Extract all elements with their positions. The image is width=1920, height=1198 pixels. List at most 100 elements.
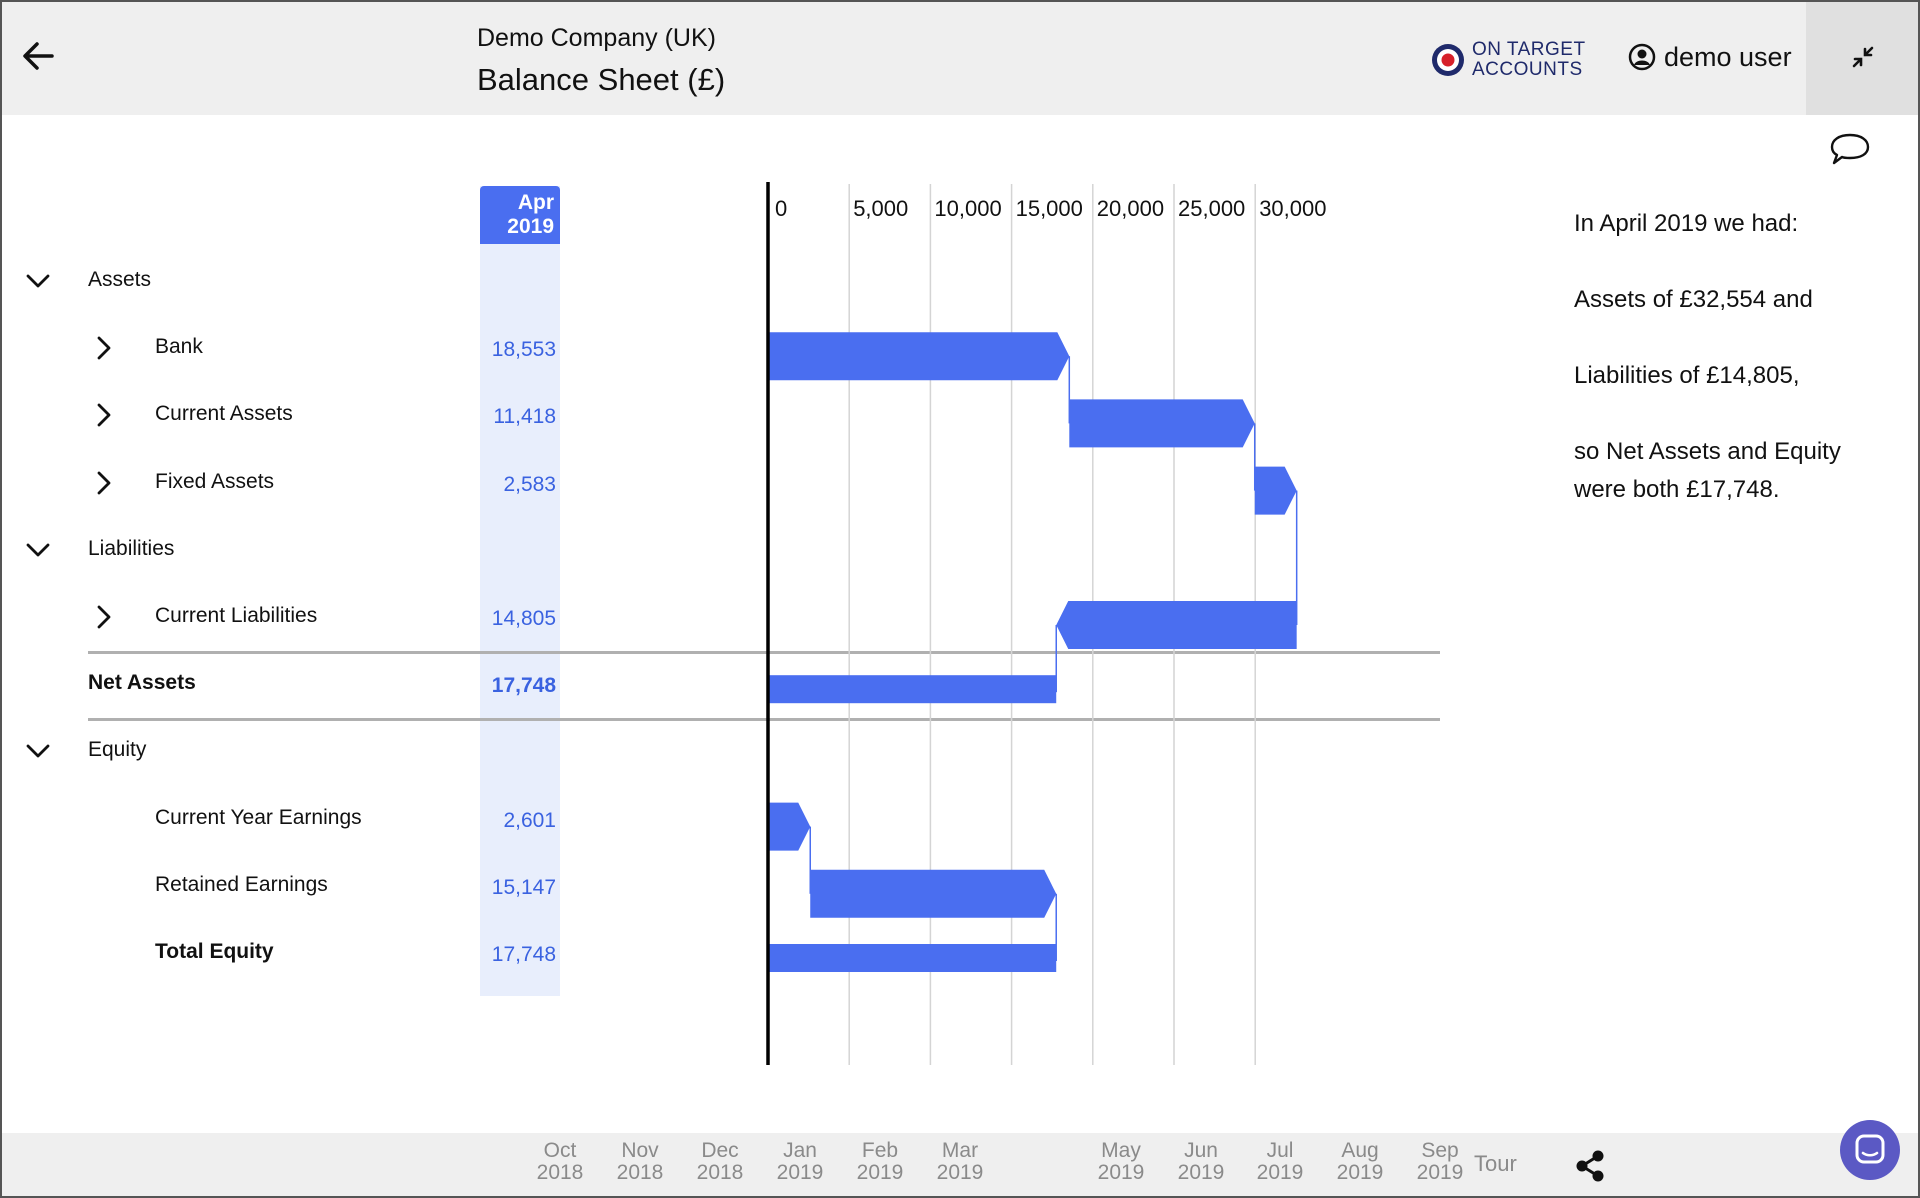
separator-line bbox=[88, 718, 1440, 721]
month-year: 2019 bbox=[1336, 1161, 1384, 1184]
x-tick-label: 0 bbox=[775, 196, 787, 221]
page-title: Balance Sheet (£) bbox=[477, 62, 726, 97]
month-name: Nov bbox=[621, 1139, 659, 1162]
comment-bubble-icon bbox=[1830, 133, 1870, 165]
month-jan-2019[interactable]: Jan 2019 bbox=[770, 1140, 830, 1184]
month-year: 2019 bbox=[1097, 1161, 1145, 1184]
user-name: demo user bbox=[1664, 41, 1792, 72]
month-year: 2019 bbox=[1416, 1161, 1464, 1184]
month-dec-2018[interactable]: Dec 2018 bbox=[690, 1140, 750, 1184]
x-tick-label: 30,000 bbox=[1259, 196, 1326, 221]
row-value-fixed-assets[interactable]: 2,583 bbox=[503, 472, 556, 496]
month-oct-2018[interactable]: Oct 2018 bbox=[530, 1140, 590, 1184]
row-label-liabilities[interactable]: Liabilities bbox=[88, 536, 175, 560]
selected-column-band bbox=[480, 186, 560, 996]
month-feb-2019[interactable]: Feb 2019 bbox=[850, 1140, 910, 1184]
summary-line: Liabilities of £14,805, bbox=[1574, 362, 1800, 389]
bar-current-assets bbox=[1069, 399, 1255, 448]
chevron-right-icon[interactable] bbox=[87, 466, 121, 500]
back-button[interactable] bbox=[18, 36, 58, 76]
target-logo-icon bbox=[1432, 44, 1464, 76]
back-arrow-icon bbox=[23, 42, 54, 70]
row-label-equity[interactable]: Equity bbox=[88, 738, 147, 762]
comment-button[interactable] bbox=[1828, 130, 1872, 170]
collapse-button[interactable] bbox=[1846, 40, 1880, 74]
bar-net-assets bbox=[768, 675, 1057, 704]
month-year: 2019 bbox=[1177, 1161, 1225, 1184]
bar-total-equity bbox=[768, 944, 1057, 972]
x-tick-label: 15,000 bbox=[1016, 196, 1083, 221]
month-year: 2018 bbox=[616, 1161, 664, 1184]
month-name: Dec bbox=[701, 1139, 739, 1162]
month-may-2019[interactable]: May 2019 bbox=[1091, 1140, 1151, 1184]
logo: ON TARGET ACCOUNTS bbox=[1430, 40, 1590, 82]
month-name: Mar bbox=[941, 1139, 979, 1162]
month-year: 2019 bbox=[776, 1161, 824, 1184]
month-nov-2018[interactable]: Nov 2018 bbox=[610, 1140, 670, 1184]
summary-panel: In April 2019 we had: Assets of £32,554 … bbox=[1574, 205, 1894, 509]
summary-line: so Net Assets and Equity were both £17,7… bbox=[1574, 438, 1841, 503]
row-label-fixed-assets[interactable]: Fixed Assets bbox=[155, 469, 275, 493]
logo-line2: ACCOUNTS bbox=[1472, 59, 1583, 80]
chevron-down-icon[interactable] bbox=[21, 734, 55, 768]
row-label-current-year-earnings: Current Year Earnings bbox=[155, 805, 362, 829]
column-header-apr-2019[interactable]: Apr 2019 bbox=[480, 186, 560, 244]
row-label-total-equity: Total Equity bbox=[155, 940, 274, 963]
chevron-right-icon[interactable] bbox=[87, 600, 121, 634]
user-menu[interactable]: demo user bbox=[1628, 40, 1792, 74]
row-label-current-liabilities[interactable]: Current Liabilities bbox=[155, 604, 318, 627]
month-jul-2019[interactable]: Jul 2019 bbox=[1250, 1140, 1310, 1184]
month-name: Feb bbox=[861, 1139, 899, 1162]
chevron-right-icon[interactable] bbox=[87, 398, 121, 432]
row-value-net-assets[interactable]: 17,748 bbox=[491, 674, 556, 698]
row-label-net-assets: Net Assets bbox=[88, 671, 196, 695]
company-name: Demo Company (UK) bbox=[477, 24, 716, 52]
row-value-current-year-earnings[interactable]: 2,601 bbox=[503, 808, 556, 832]
chevron-right-icon[interactable] bbox=[87, 331, 121, 365]
row-label-bank[interactable]: Bank bbox=[155, 335, 203, 359]
row-value-retained-earnings[interactable]: 15,147 bbox=[491, 875, 556, 899]
row-label-current-assets[interactable]: Current Assets bbox=[155, 402, 293, 426]
logo-line1: ON TARGET bbox=[1472, 39, 1586, 60]
month-aug-2019[interactable]: Aug 2019 bbox=[1330, 1140, 1390, 1184]
row-label-assets[interactable]: Assets bbox=[88, 268, 152, 291]
chevron-down-icon[interactable] bbox=[21, 533, 55, 567]
month-year: 2019 bbox=[1256, 1161, 1304, 1184]
column-year: 2019 bbox=[507, 215, 554, 238]
share-button[interactable] bbox=[1572, 1148, 1608, 1184]
summary-line: In April 2019 we had: bbox=[1574, 210, 1799, 237]
row-value-current-liabilities[interactable]: 14,805 bbox=[491, 607, 556, 630]
x-tick-label: 10,000 bbox=[934, 196, 1001, 221]
month-name: Jan bbox=[783, 1139, 817, 1162]
month-jun-2019[interactable]: Jun 2019 bbox=[1171, 1140, 1231, 1184]
month-sep-2019[interactable]: Sep 2019 bbox=[1410, 1140, 1470, 1184]
month-year: 2019 bbox=[856, 1161, 904, 1184]
top-bar bbox=[0, 0, 1920, 115]
bar-fixed-assets bbox=[1254, 466, 1297, 515]
chevron-down-icon[interactable] bbox=[21, 264, 55, 298]
row-value-total-equity[interactable]: 17,748 bbox=[491, 943, 556, 966]
x-tick-label: 20,000 bbox=[1097, 196, 1164, 221]
x-tick-label: 25,000 bbox=[1178, 196, 1245, 221]
summary-line: Assets of £32,554 and bbox=[1574, 286, 1813, 313]
month-name: Sep bbox=[1421, 1139, 1459, 1162]
tour-button[interactable]: Tour bbox=[1474, 1151, 1517, 1176]
user-circle-icon bbox=[1628, 43, 1656, 71]
row-label-retained-earnings: Retained Earnings bbox=[155, 872, 328, 896]
month-bar bbox=[0, 1133, 1920, 1198]
row-value-bank[interactable]: 18,553 bbox=[491, 338, 556, 362]
share-icon bbox=[1576, 1150, 1604, 1182]
month-name: Oct bbox=[543, 1139, 577, 1162]
collapse-arrows-icon bbox=[1852, 46, 1874, 68]
month-year: 2018 bbox=[696, 1161, 744, 1184]
month-mar-2019[interactable]: Mar 2019 bbox=[930, 1140, 990, 1184]
separator-line bbox=[88, 651, 1440, 654]
month-name: May bbox=[1101, 1139, 1141, 1162]
row-value-current-assets[interactable]: 11,418 bbox=[493, 405, 556, 429]
month-year: 2018 bbox=[536, 1161, 584, 1184]
month-year: 2019 bbox=[936, 1161, 984, 1184]
bar-current-year-earnings bbox=[768, 802, 811, 851]
chat-button[interactable] bbox=[1840, 1120, 1900, 1180]
chat-icon bbox=[1855, 1134, 1885, 1164]
